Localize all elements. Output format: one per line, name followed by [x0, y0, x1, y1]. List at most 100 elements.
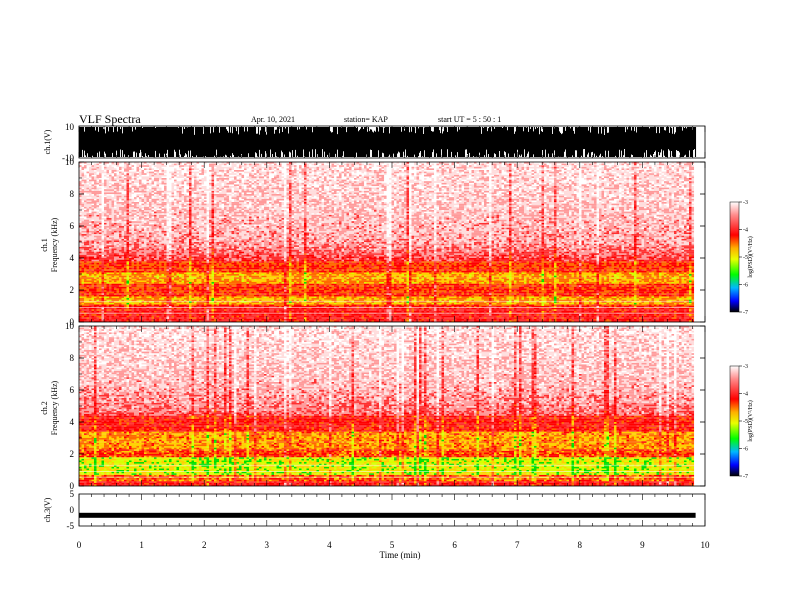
spectrogram-cell	[102, 268, 105, 270]
spectrogram-cell	[122, 202, 125, 204]
spectrogram-cell	[132, 181, 135, 183]
spectrogram-cell	[179, 210, 182, 212]
spectrogram-cell	[217, 196, 220, 198]
spectrogram-cell	[152, 282, 155, 284]
spectrogram-cell	[197, 223, 200, 225]
spectrogram-cell	[134, 277, 137, 279]
spectrogram-cell	[94, 245, 97, 247]
spectrogram-cell	[164, 295, 167, 297]
spectrogram-cell	[124, 264, 127, 266]
spectrogram-cell	[109, 186, 112, 188]
spectrogram-cell	[199, 242, 202, 244]
spectrogram-cell	[217, 205, 220, 207]
spectrogram-cell	[204, 204, 207, 206]
spectrogram-cell	[212, 295, 215, 297]
spectrogram-cell	[147, 237, 150, 239]
spectrogram-cell	[209, 268, 212, 270]
spectrogram-cell	[212, 213, 215, 215]
spectrogram-cell	[214, 288, 217, 290]
spectrogram-cell	[179, 237, 182, 239]
spectrogram-cell	[159, 212, 162, 214]
spectrogram-cell	[99, 167, 102, 169]
spectrogram-cell	[209, 261, 212, 263]
spectrogram-cell	[89, 202, 92, 204]
spectrogram-cell	[187, 228, 190, 230]
spectrogram-cell	[144, 317, 147, 319]
spectrogram-cell	[137, 232, 140, 234]
spectrogram-cell	[162, 220, 165, 222]
spectrogram-cell	[104, 274, 107, 276]
spectrogram-cell	[82, 221, 85, 223]
spectrogram-cell	[209, 245, 212, 247]
spectrogram-cell	[129, 244, 132, 246]
spectrogram-cell	[172, 248, 175, 250]
spectrogram-cell	[202, 240, 205, 242]
spectrogram-cell	[104, 258, 107, 260]
spectrogram-cell	[97, 314, 100, 316]
spectrogram-cell	[117, 284, 120, 286]
spectrogram-cell	[174, 232, 177, 234]
spectrogram-cell	[97, 264, 100, 266]
spectrogram-cell	[154, 188, 157, 190]
spectrogram-cell	[117, 212, 120, 214]
spectrogram-cell	[164, 183, 167, 185]
spectrogram-cell	[174, 282, 177, 284]
spectrogram-cell	[197, 213, 200, 215]
spectrogram-cell	[172, 298, 175, 300]
spectrogram-cell	[192, 285, 195, 287]
spectrogram-cell	[134, 271, 137, 273]
spectrogram-cell	[109, 173, 112, 175]
spectrogram-cell	[119, 284, 122, 286]
spectrogram-cell	[147, 269, 150, 271]
spectrogram-cell	[189, 296, 192, 298]
spectrogram-cell	[212, 274, 215, 276]
spectrogram-cell	[99, 298, 102, 300]
spectrogram-cell	[117, 295, 120, 297]
spectrogram-cell	[147, 296, 150, 298]
spectrogram-cell	[132, 237, 135, 239]
spectrogram-cell	[84, 234, 87, 236]
spectrogram-cell	[124, 164, 127, 166]
spectrogram-cell	[99, 226, 102, 228]
spectrogram-cell	[179, 232, 182, 234]
spectrogram-cell	[139, 271, 142, 273]
spectrogram-cell	[152, 296, 155, 298]
spectrogram-cell	[159, 168, 162, 170]
spectrogram-cell	[134, 303, 137, 305]
spectrogram-cell	[214, 260, 217, 262]
spectrogram-cell	[212, 215, 215, 217]
spectrogram-cell	[164, 317, 167, 319]
spectrogram-cell	[152, 234, 155, 236]
spectrogram-cell	[194, 250, 197, 252]
spectrogram-cell	[164, 282, 167, 284]
spectrogram-cell	[149, 173, 152, 175]
spectrogram-cell	[162, 260, 165, 262]
spectrogram-cell	[207, 264, 210, 266]
spectrogram-cell	[102, 260, 105, 262]
spectrogram-cell	[217, 248, 220, 250]
spectrogram-cell	[127, 319, 130, 321]
spectrogram-cell	[182, 266, 185, 268]
spectrogram-cell	[84, 215, 87, 217]
spectrogram-cell	[102, 240, 105, 242]
spectrogram-cell	[209, 284, 212, 286]
spectrogram-cell	[134, 184, 137, 186]
spectrogram-cell	[197, 220, 200, 222]
spectrogram-cell	[122, 173, 125, 175]
spectrogram-cell	[84, 269, 87, 271]
spectrogram-cell	[182, 255, 185, 257]
spectrogram-cell	[197, 210, 200, 212]
spectrogram-cell	[219, 290, 222, 292]
spectrogram-cell	[94, 255, 97, 257]
spectrogram-cell	[137, 218, 140, 220]
spectrogram-cell	[164, 248, 167, 250]
spectrogram-cell	[174, 280, 177, 282]
spectrogram-cell	[102, 253, 105, 255]
spectrogram-cell	[169, 202, 172, 204]
spectrogram-cell	[104, 180, 107, 182]
spectrogram-cell	[182, 245, 185, 247]
spectrogram-cell	[149, 274, 152, 276]
spectrogram-cell	[192, 269, 195, 271]
spectrogram-cell	[129, 188, 132, 190]
spectrogram-cell	[84, 260, 87, 262]
